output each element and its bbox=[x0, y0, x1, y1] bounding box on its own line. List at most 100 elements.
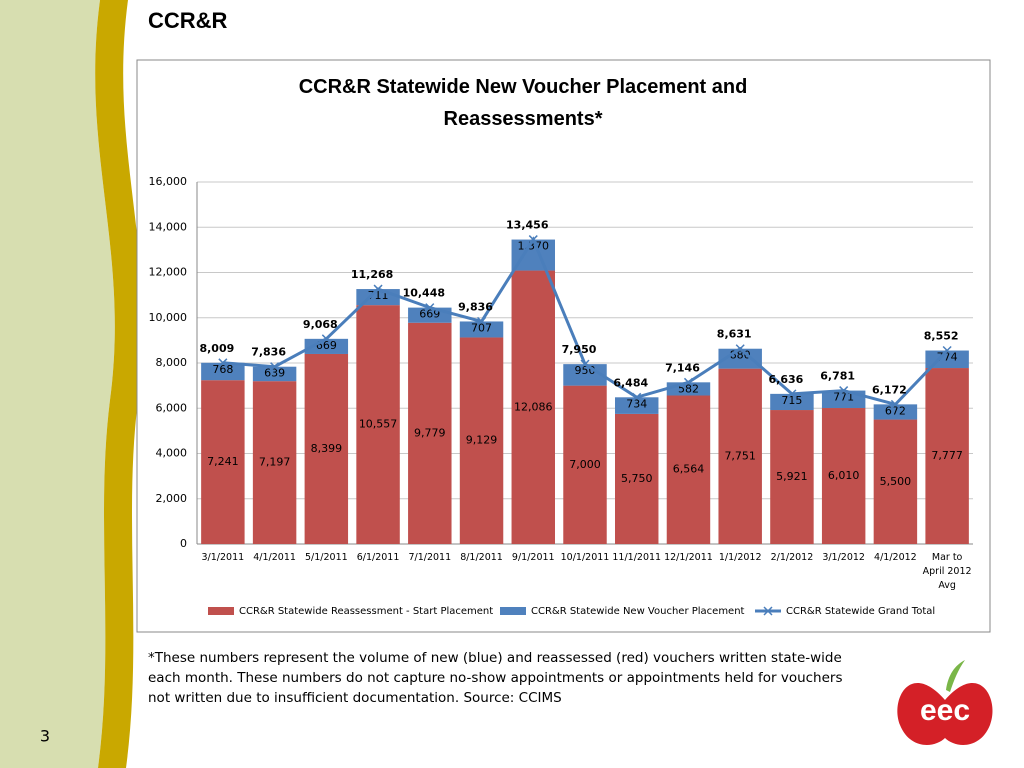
legend-label: CCR&R Statewide New Voucher Placement bbox=[531, 606, 745, 617]
data-label: 639 bbox=[264, 367, 285, 380]
bar-segment bbox=[873, 404, 918, 420]
x-tick-label: 3/1/2011 bbox=[201, 552, 245, 563]
bar-segment bbox=[925, 368, 969, 544]
data-label: 7,751 bbox=[724, 449, 756, 462]
bar-segment bbox=[666, 395, 711, 544]
data-label: 6,010 bbox=[828, 469, 860, 482]
total-label: 8,009 bbox=[199, 342, 234, 355]
chart-title: CCR&R Statewide New Voucher Placement an… bbox=[299, 76, 748, 130]
bar-segment bbox=[304, 338, 349, 354]
data-label: 768 bbox=[212, 363, 233, 376]
y-tick-label: 2,000 bbox=[156, 492, 188, 505]
page-number: 3 bbox=[40, 727, 50, 746]
total-label: 6,172 bbox=[872, 383, 907, 396]
line-marker bbox=[839, 386, 849, 396]
x-tick-label: 5/1/2011 bbox=[304, 552, 348, 563]
bar-segment bbox=[252, 381, 297, 544]
y-tick-label: 14,000 bbox=[149, 220, 188, 233]
total-label: 9,068 bbox=[303, 318, 338, 331]
bar-segment bbox=[770, 393, 814, 411]
bar-segment bbox=[356, 305, 400, 544]
y-tick-label: 0 bbox=[180, 537, 187, 550]
line-marker bbox=[735, 344, 745, 354]
y-tick-label: 8,000 bbox=[156, 356, 188, 369]
slide-title: CCR&R bbox=[148, 8, 228, 33]
bar-segment bbox=[201, 380, 245, 544]
data-label: 669 bbox=[316, 339, 337, 352]
bar-segment bbox=[563, 385, 607, 544]
x-tick-label: 12/1/2011 bbox=[664, 552, 713, 563]
total-label: 9,836 bbox=[458, 300, 493, 313]
data-label: 7,197 bbox=[259, 456, 291, 469]
x-tick-label: 1/1/2012 bbox=[718, 552, 762, 563]
data-label: 5,921 bbox=[776, 470, 808, 483]
legend-label: CCR&R Statewide Reassessment - Start Pla… bbox=[239, 606, 493, 617]
bar-segment bbox=[615, 413, 659, 544]
data-label: 7,777 bbox=[931, 449, 963, 462]
bar-segment bbox=[615, 397, 659, 414]
line-marker bbox=[580, 359, 590, 369]
x-tick-label: 4/1/2012 bbox=[874, 552, 917, 563]
line-marker bbox=[218, 358, 228, 368]
total-label: 11,268 bbox=[351, 268, 393, 281]
bar-segment bbox=[718, 368, 762, 544]
x-tick-label: 7/1/2011 bbox=[408, 552, 452, 563]
x-tick-label: 6/1/2011 bbox=[356, 552, 400, 563]
footnote: *These numbers represent the volume of n… bbox=[148, 650, 843, 706]
logo-text: eec bbox=[920, 694, 970, 727]
bar-segment bbox=[511, 270, 555, 544]
x-tick-label: 2/1/2012 bbox=[770, 552, 814, 563]
x-tick-label: 10/1/2011 bbox=[560, 552, 610, 563]
bar-segment bbox=[511, 239, 555, 271]
line-marker bbox=[425, 303, 435, 313]
data-label: 669 bbox=[419, 308, 440, 321]
data-label: 9,129 bbox=[466, 434, 498, 447]
x-tick-label: 9/1/2011 bbox=[511, 552, 555, 563]
bar-segment bbox=[718, 348, 762, 369]
bar-segment bbox=[770, 410, 814, 544]
line-marker bbox=[477, 316, 487, 326]
line-marker bbox=[270, 362, 280, 372]
logo-apple bbox=[897, 683, 993, 745]
data-label: 10,557 bbox=[359, 418, 398, 431]
data-label: 7,000 bbox=[569, 458, 601, 471]
logo: eec bbox=[897, 660, 993, 745]
line-marker bbox=[373, 284, 383, 294]
line-marker bbox=[632, 392, 642, 402]
data-label: 6,564 bbox=[673, 463, 705, 476]
bar-segment bbox=[821, 408, 866, 544]
legend-swatch bbox=[208, 607, 234, 615]
legend-swatch bbox=[500, 607, 526, 615]
line-marker bbox=[890, 399, 900, 409]
data-label: 5,750 bbox=[621, 472, 653, 485]
total-label: 7,950 bbox=[562, 343, 597, 356]
total-label: 10,448 bbox=[403, 287, 445, 300]
total-label: 6,636 bbox=[769, 373, 804, 386]
x-tick-label: 8/1/2011 bbox=[460, 552, 503, 563]
total-label: 6,484 bbox=[613, 376, 648, 389]
bar-segment bbox=[459, 337, 504, 544]
line-marker bbox=[528, 235, 538, 245]
y-tick-label: 4,000 bbox=[156, 447, 188, 460]
bar-segment bbox=[304, 353, 349, 544]
total-label: 6,781 bbox=[820, 370, 855, 383]
total-label: 8,552 bbox=[924, 330, 959, 343]
bar-segment bbox=[201, 362, 245, 381]
bar-segment bbox=[252, 366, 297, 382]
decor-green bbox=[0, 0, 115, 768]
y-tick-label: 10,000 bbox=[149, 311, 188, 324]
data-label: 5,500 bbox=[880, 475, 912, 488]
x-tick-label: 11/1/2011 bbox=[612, 552, 662, 563]
x-tick-label: 3/1/2012 bbox=[822, 552, 865, 563]
x-tick-label: 4/1/2011 bbox=[253, 552, 296, 563]
bar-segment bbox=[459, 321, 504, 338]
logo-leaf bbox=[946, 660, 965, 692]
line-marker bbox=[942, 345, 952, 356]
data-label: 734 bbox=[626, 397, 647, 410]
total-label: 7,836 bbox=[251, 346, 286, 359]
total-label: 7,146 bbox=[665, 361, 700, 374]
line-marker bbox=[787, 389, 797, 399]
y-tick-label: 16,000 bbox=[149, 175, 188, 188]
data-label: 950 bbox=[575, 364, 596, 377]
